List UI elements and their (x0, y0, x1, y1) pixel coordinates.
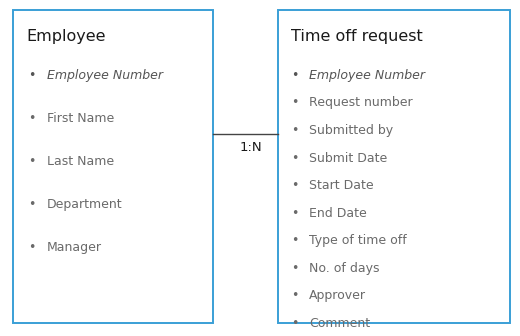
Text: Approver: Approver (309, 289, 367, 302)
Text: •: • (29, 155, 36, 168)
Text: •: • (291, 234, 298, 247)
Text: •: • (291, 289, 298, 302)
Text: •: • (291, 124, 298, 137)
Text: •: • (291, 96, 298, 110)
Text: •: • (291, 207, 298, 220)
Text: Last Name: Last Name (47, 155, 114, 168)
Bar (278, 10, 510, 323)
Text: Comment: Comment (309, 317, 371, 330)
Text: No. of days: No. of days (309, 262, 380, 275)
Text: •: • (291, 69, 298, 82)
Text: Request number: Request number (309, 96, 413, 110)
Text: •: • (291, 262, 298, 275)
Bar (13, 10, 213, 323)
Text: Employee: Employee (26, 29, 106, 44)
Text: Employee Number: Employee Number (47, 69, 163, 82)
Text: •: • (29, 241, 36, 254)
Text: End Date: End Date (309, 207, 367, 220)
Text: •: • (29, 69, 36, 82)
Text: First Name: First Name (47, 112, 114, 125)
Text: •: • (291, 179, 298, 192)
Text: •: • (29, 112, 36, 125)
Text: Manager: Manager (47, 241, 102, 254)
Text: Submitted by: Submitted by (309, 124, 394, 137)
Text: •: • (291, 317, 298, 330)
Text: •: • (29, 198, 36, 211)
Text: Start Date: Start Date (309, 179, 374, 192)
Text: Employee Number: Employee Number (309, 69, 425, 82)
Text: 1:N: 1:N (240, 141, 262, 154)
Text: Department: Department (47, 198, 122, 211)
Text: Type of time off: Type of time off (309, 234, 407, 247)
Text: Submit Date: Submit Date (309, 152, 387, 165)
Text: •: • (291, 152, 298, 165)
Text: Time off request: Time off request (291, 29, 423, 44)
